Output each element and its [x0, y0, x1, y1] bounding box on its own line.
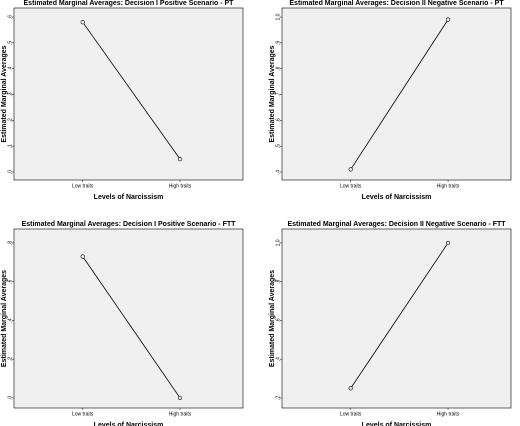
y-tick-label: ,6	[275, 118, 281, 122]
y-tick-label: 1,0	[275, 13, 281, 20]
x-tick-label: High traits	[437, 183, 460, 189]
data-point	[177, 395, 183, 401]
y-tick-label: ,5	[7, 41, 13, 45]
x-axis-label: Levels of Narcissism	[94, 194, 164, 201]
chart-title: Estimated Marginal Averages: Decision II…	[289, 0, 504, 7]
y-tick-label: ,4	[275, 170, 281, 174]
y-tick-label: ,0	[7, 170, 13, 174]
y-axis-label: Estimated Marginal Averages	[1, 270, 8, 367]
y-tick-label: ,7	[275, 92, 281, 96]
y-tick-label: ,5	[275, 144, 281, 148]
y-tick-label: ,8	[275, 279, 281, 283]
data-line	[82, 256, 181, 399]
x-axis-label: Levels of Narcissism	[362, 422, 432, 426]
x-tick-label: Low traits	[72, 411, 94, 417]
x-tick-label: High traits	[437, 411, 460, 417]
data-point	[177, 156, 183, 162]
x-axis-label: Levels of Narcissism	[362, 194, 432, 201]
y-tick-label: ,2	[275, 396, 281, 400]
plot-area	[281, 7, 512, 181]
y-tick-label: ,8	[7, 241, 13, 245]
y-tick-label: ,2	[7, 118, 13, 122]
y-tick-label: ,0	[7, 396, 13, 400]
x-tick-label: Low traits	[340, 411, 362, 417]
y-axis-label: Estimated Marginal Averages	[269, 45, 276, 142]
data-point	[80, 20, 85, 25]
data-line	[350, 242, 449, 389]
x-tick-label: High traits	[169, 183, 192, 189]
data-point	[445, 240, 451, 246]
data-line	[82, 21, 181, 160]
y-axis-label: Estimated Marginal Averages	[269, 270, 276, 367]
chart-title: Estimated Marginal Averages: Decision II…	[287, 221, 506, 228]
data-line	[350, 19, 449, 170]
data-point	[80, 254, 85, 259]
y-tick-label: ,4	[7, 66, 13, 70]
y-tick-label: ,4	[275, 357, 281, 361]
data-point	[348, 167, 353, 172]
x-tick-label: Low traits	[340, 183, 362, 189]
y-tick-label: ,1	[7, 144, 13, 148]
plot-area	[281, 228, 512, 409]
chart-title: Estimated Marginal Averages: Decision I …	[24, 0, 235, 7]
chart-title: Estimated Marginal Averages: Decision I …	[22, 221, 237, 228]
y-tick-label: ,6	[7, 15, 13, 19]
plot-area	[13, 7, 244, 181]
y-tick-label: ,6	[275, 318, 281, 322]
y-tick-label: 1,0	[275, 239, 281, 246]
data-point	[445, 17, 451, 22]
y-tick-label: ,8	[275, 66, 281, 70]
y-tick-label: ,4	[7, 318, 13, 322]
y-tick-label: ,3	[7, 92, 13, 96]
y-axis-label: Estimated Marginal Averages	[1, 45, 8, 142]
plot-area	[13, 228, 244, 409]
x-tick-label: Low traits	[72, 183, 94, 189]
x-tick-label: High traits	[169, 411, 192, 417]
y-tick-label: ,9	[275, 41, 281, 45]
y-tick-label: ,6	[7, 279, 13, 283]
x-axis-label: Levels of Narcissism	[94, 422, 164, 426]
y-tick-label: ,2	[7, 357, 13, 361]
data-point	[348, 386, 353, 391]
